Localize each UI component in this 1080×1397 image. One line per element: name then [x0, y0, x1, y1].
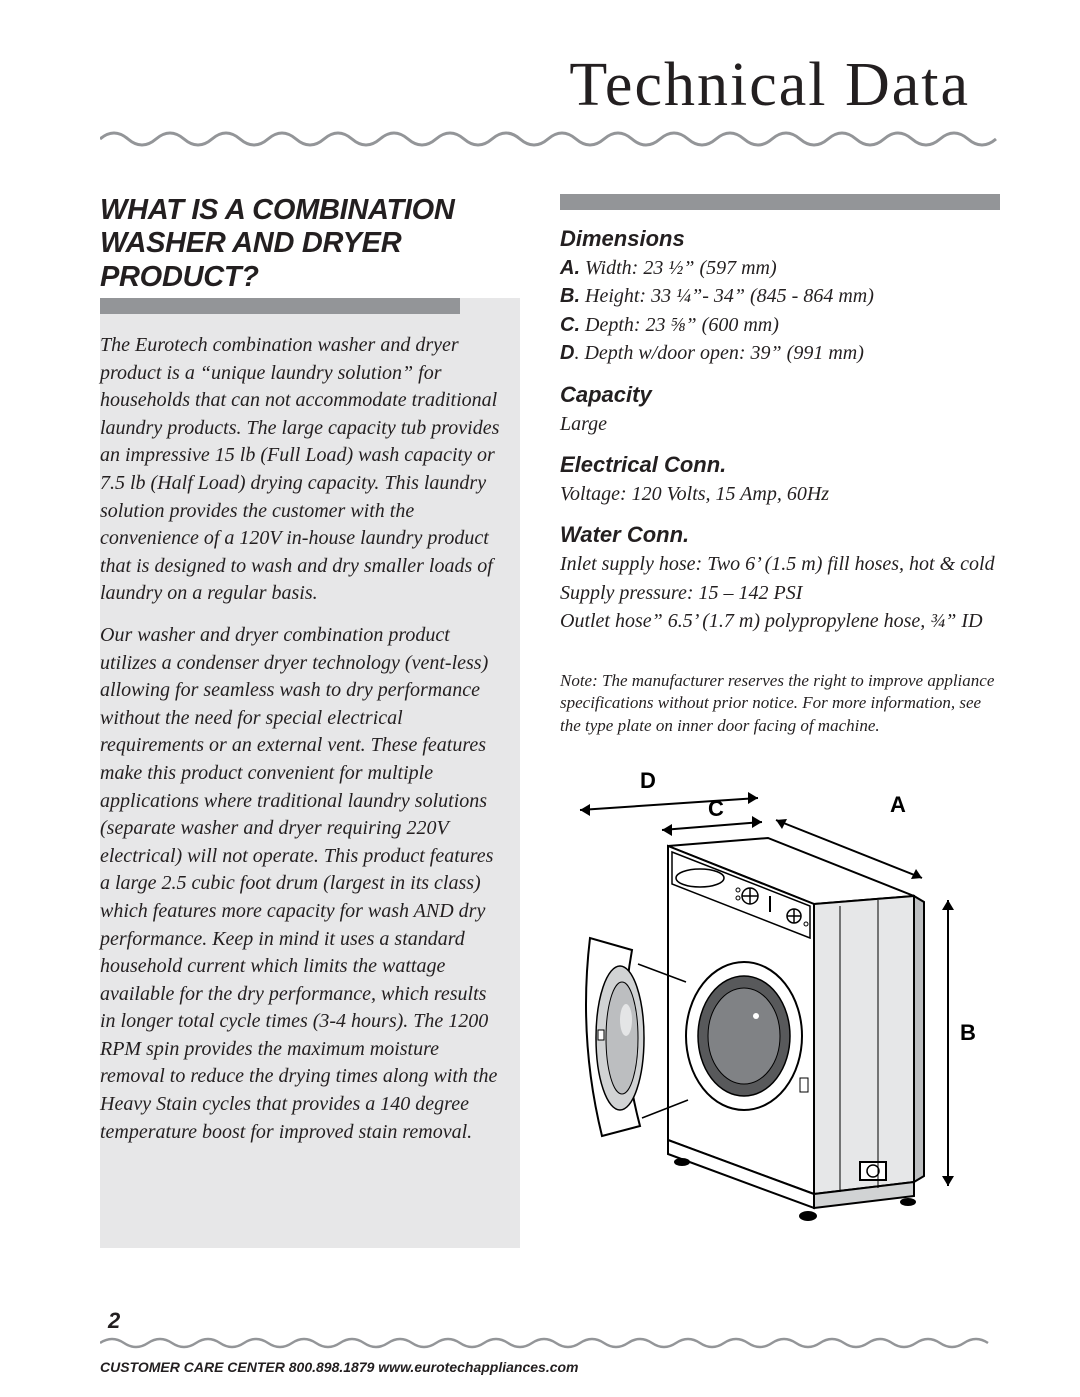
intro-paragraph-2: Our washer and dryer combination product…: [100, 622, 520, 1146]
footer-wave-icon: [100, 1336, 1000, 1350]
dim-d: D. Depth w/door open: 39” (991 mm): [560, 339, 1000, 367]
label-a: A: [890, 792, 906, 817]
dim-a: A. Width: 23 ½” (597 mm): [560, 254, 1000, 282]
water-outlet: Outlet hose” 6.5’ (1.7 m) polypropylene …: [560, 607, 1000, 635]
water-heading: Water Conn.: [560, 522, 1000, 548]
spec-top-bar: [560, 194, 1000, 210]
page-footer: 2 CUSTOMER CARE CENTER 800.898.1879 www.…: [100, 1308, 1000, 1375]
page-title: Technical Data: [100, 50, 970, 121]
content-columns: WHAT IS A COMBINATION WASHER AND DRYER P…: [100, 194, 1000, 1248]
intro-paragraph-1: The Eurotech combination washer and drye…: [100, 332, 520, 608]
heading-underline-bar: [100, 298, 460, 314]
capacity-value: Large: [560, 410, 1000, 438]
capacity-heading: Capacity: [560, 382, 1000, 408]
right-column: Dimensions A. Width: 23 ½” (597 mm) B. H…: [560, 194, 1000, 1248]
water-inlet: Inlet supply hose: Two 6’ (1.5 m) fill h…: [560, 550, 1000, 578]
dim-b: B. Height: 33 ¼”- 34” (845 - 864 mm): [560, 282, 1000, 310]
electrical-value: Voltage: 120 Volts, 15 Amp, 60Hz: [560, 480, 1000, 508]
section-heading: WHAT IS A COMBINATION WASHER AND DRYER P…: [100, 194, 520, 298]
note-text: Note: The manufacturer reserves the righ…: [560, 670, 1000, 739]
washer-diagram-icon: D C A B: [560, 768, 1000, 1248]
left-column: WHAT IS A COMBINATION WASHER AND DRYER P…: [100, 194, 520, 1248]
wave-divider-icon: [100, 129, 1000, 149]
electrical-heading: Electrical Conn.: [560, 452, 1000, 478]
label-d: D: [640, 768, 656, 793]
dimensions-heading: Dimensions: [560, 226, 1000, 252]
page-number: 2: [108, 1308, 1000, 1334]
label-c: C: [708, 796, 724, 821]
footer-contact: CUSTOMER CARE CENTER 800.898.1879 www.eu…: [100, 1359, 1000, 1375]
label-b: B: [960, 1020, 976, 1045]
page-container: Technical Data WHAT IS A COMBINATION WAS…: [0, 0, 1080, 1397]
washer-diagram: D C A B: [560, 768, 1000, 1248]
dim-c: C. Depth: 23 ⅝” (600 mm): [560, 311, 1000, 339]
water-pressure: Supply pressure: 15 – 142 PSI: [560, 579, 1000, 607]
